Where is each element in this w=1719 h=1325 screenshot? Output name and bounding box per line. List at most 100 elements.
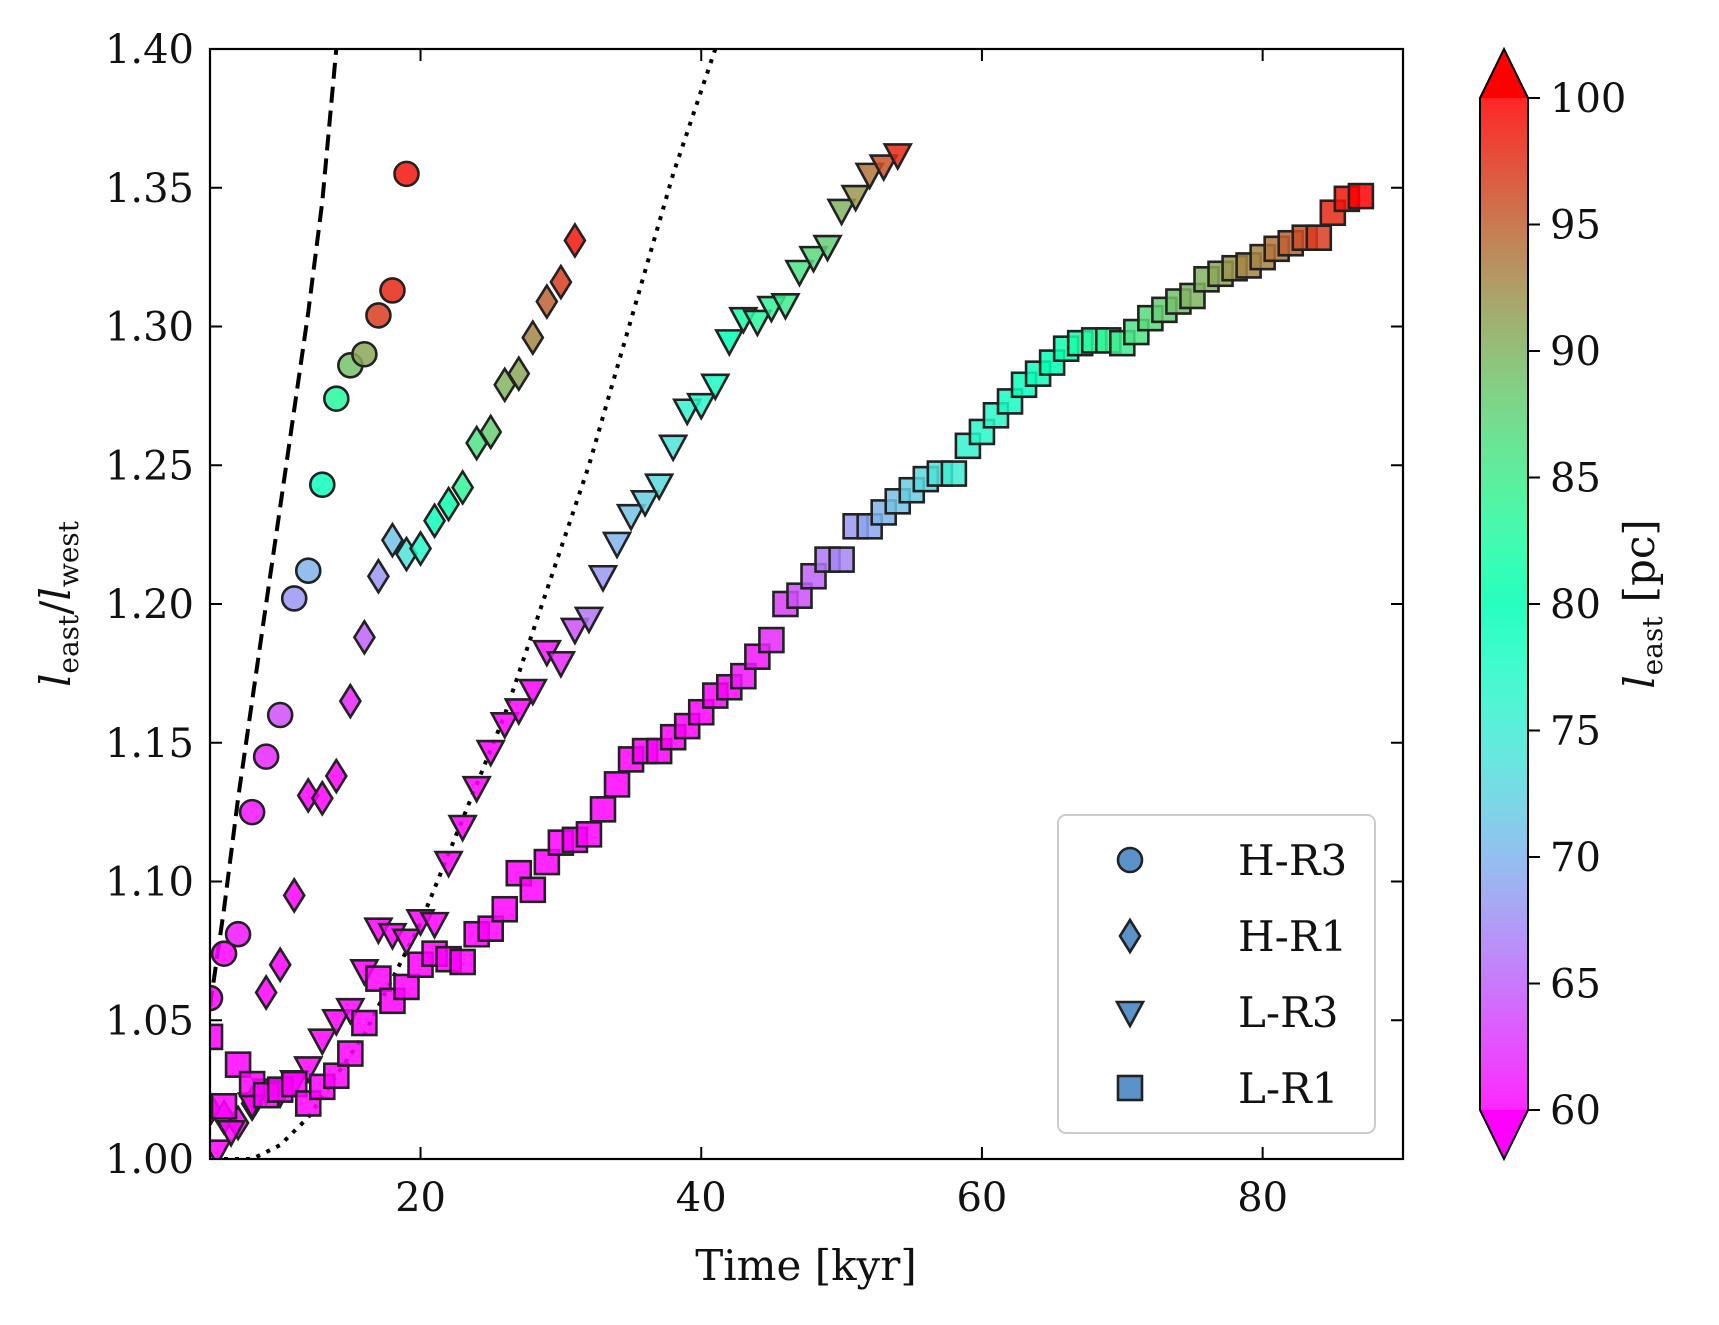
marker-l-r1-point (351, 1009, 378, 1037)
marker-l-r1-point (645, 737, 673, 765)
marker-l-r3-point (391, 928, 422, 957)
marker-l-r1-point (968, 418, 996, 446)
marker-l-r3-point (798, 245, 829, 274)
marker-l-r3-point (433, 850, 464, 879)
marker-h-r3-point (210, 984, 224, 1012)
marker-l-r3-point (643, 473, 675, 502)
marker-l-r3-point (854, 162, 885, 191)
marker-l-r1-point (744, 643, 771, 671)
marker-l-r3-point (573, 606, 605, 635)
colorbar-tick-label: 75 (1550, 709, 1601, 755)
marker-l-r1-point (589, 796, 617, 823)
marker-h-r1-point (423, 502, 447, 540)
legend-label-l-r3: L-R3 (1238, 988, 1338, 1037)
marker-l-r3-point (826, 198, 857, 227)
marker-l-r1-point (449, 948, 476, 976)
x-tick-label: 60 (956, 1175, 1007, 1221)
reference-line-dashed (210, 49, 339, 1007)
marker-h-r1-point (479, 413, 503, 451)
marker-h-r3-point (238, 798, 266, 826)
legend-box (1057, 814, 1376, 1134)
marker-l-r1-point (758, 626, 785, 654)
reference-lines (210, 49, 718, 1159)
colorbar: 60 65 70 75 80 85 90 95 100 least [pc] (1479, 46, 1669, 1162)
marker-l-r3-point (615, 503, 647, 532)
marker-h-r3-point (280, 585, 308, 612)
marker-h-r1-point (310, 779, 334, 817)
y-tick-label: 1.20 (105, 582, 194, 628)
legend-marker-h-r1 (1118, 917, 1142, 955)
marker-h-r1-point (254, 974, 278, 1011)
marker-h-r1-point (380, 521, 404, 559)
marker-h-r1-point (549, 263, 573, 301)
y-tick-label: 1.40 (105, 27, 194, 73)
marker-l-r1-point (940, 460, 968, 487)
y-axis-title-l2: l (31, 587, 80, 600)
marker-h-r1-point (296, 777, 320, 814)
marker-l-r3-point (714, 329, 745, 358)
y-axis-title-slash: / (31, 600, 80, 615)
legend-marker-l-r1 (1116, 1074, 1144, 1102)
marker-h-r3-point (351, 340, 378, 368)
y-tick-label: 1.30 (105, 305, 194, 351)
marker-l-r3-point (784, 259, 815, 288)
marker-l-r3-point (517, 678, 548, 707)
marker-l-r3-point (657, 434, 689, 463)
colorbar-extend-max (1480, 49, 1528, 98)
marker-h-r3-point (224, 920, 252, 948)
marker-l-r3-point (475, 739, 506, 768)
marker-h-r1-point (268, 946, 292, 984)
marker-h-r3-point (365, 302, 392, 329)
legend-marker-h-r3 (1116, 846, 1144, 874)
x-axis: 20 40 60 80 (395, 49, 1288, 1221)
y-tick-label: 1.15 (105, 721, 194, 767)
marker-l-r1-point (954, 432, 982, 460)
colorbar-title-unit: [pc] (1615, 519, 1664, 602)
marker-l-r1-point (533, 848, 561, 876)
marker-l-r3-point (293, 1056, 324, 1085)
marker-l-r3-point (882, 143, 913, 172)
marker-h-r3-point (393, 160, 420, 188)
marker-l-r3-point (840, 184, 871, 213)
marker-l-r3-point (503, 698, 534, 727)
marker-l-r3-point (812, 234, 843, 263)
marker-l-r1-point (1038, 349, 1066, 376)
marker-l-r3-point (545, 650, 577, 680)
marker-h-r1-point (437, 485, 461, 523)
marker-h-r3-point (294, 557, 322, 585)
marker-l-r3-point (868, 154, 899, 183)
marker-l-r1-point (337, 1040, 364, 1067)
marker-h-r3-point (210, 940, 238, 967)
marker-l-r3-point (461, 775, 492, 804)
marker-h-r1-point (366, 557, 390, 595)
marker-h-r1-point (324, 757, 348, 795)
y-axis: 1.00 1.05 1.10 1.15 1.20 1.25 1.30 1.35 1.40 (105, 27, 1403, 1183)
marker-h-r1-point (451, 468, 475, 506)
marker-l-r1-point (365, 965, 392, 992)
marker-l-r1-point (393, 973, 420, 1001)
legend: H-R3 H-R1 L-R3 L-R1 (1057, 814, 1376, 1134)
marker-l-r1-point (996, 388, 1024, 415)
marker-l-r1-point (280, 1070, 308, 1098)
data-markers (210, 143, 1375, 1159)
marker-h-r3-point (308, 471, 336, 498)
marker-l-r1-point (828, 546, 855, 573)
x-tick-label: 40 (676, 1175, 727, 1221)
y-axis-title-sub1: east (52, 614, 85, 674)
colorbar-tick-label: 85 (1550, 456, 1601, 502)
marker-l-r1-point (323, 1062, 350, 1090)
colorbar-title-l: l (1615, 675, 1664, 688)
legend-marker-l-r3 (1114, 1000, 1146, 1029)
colorbar-tick-label: 90 (1550, 329, 1601, 375)
colorbar-gradient (1480, 98, 1528, 1110)
y-tick-label: 1.25 (105, 443, 194, 489)
marker-l-r3-point (419, 911, 450, 940)
marker-l-r1-point (1305, 224, 1333, 251)
marker-l-r3-point (587, 564, 619, 593)
marker-h-r1-point (507, 355, 531, 393)
marker-l-r3-point (700, 373, 731, 402)
marker-h-r1-point (282, 876, 306, 914)
colorbar-title-sub: east (1636, 616, 1669, 676)
marker-h-r3-point (252, 743, 280, 770)
